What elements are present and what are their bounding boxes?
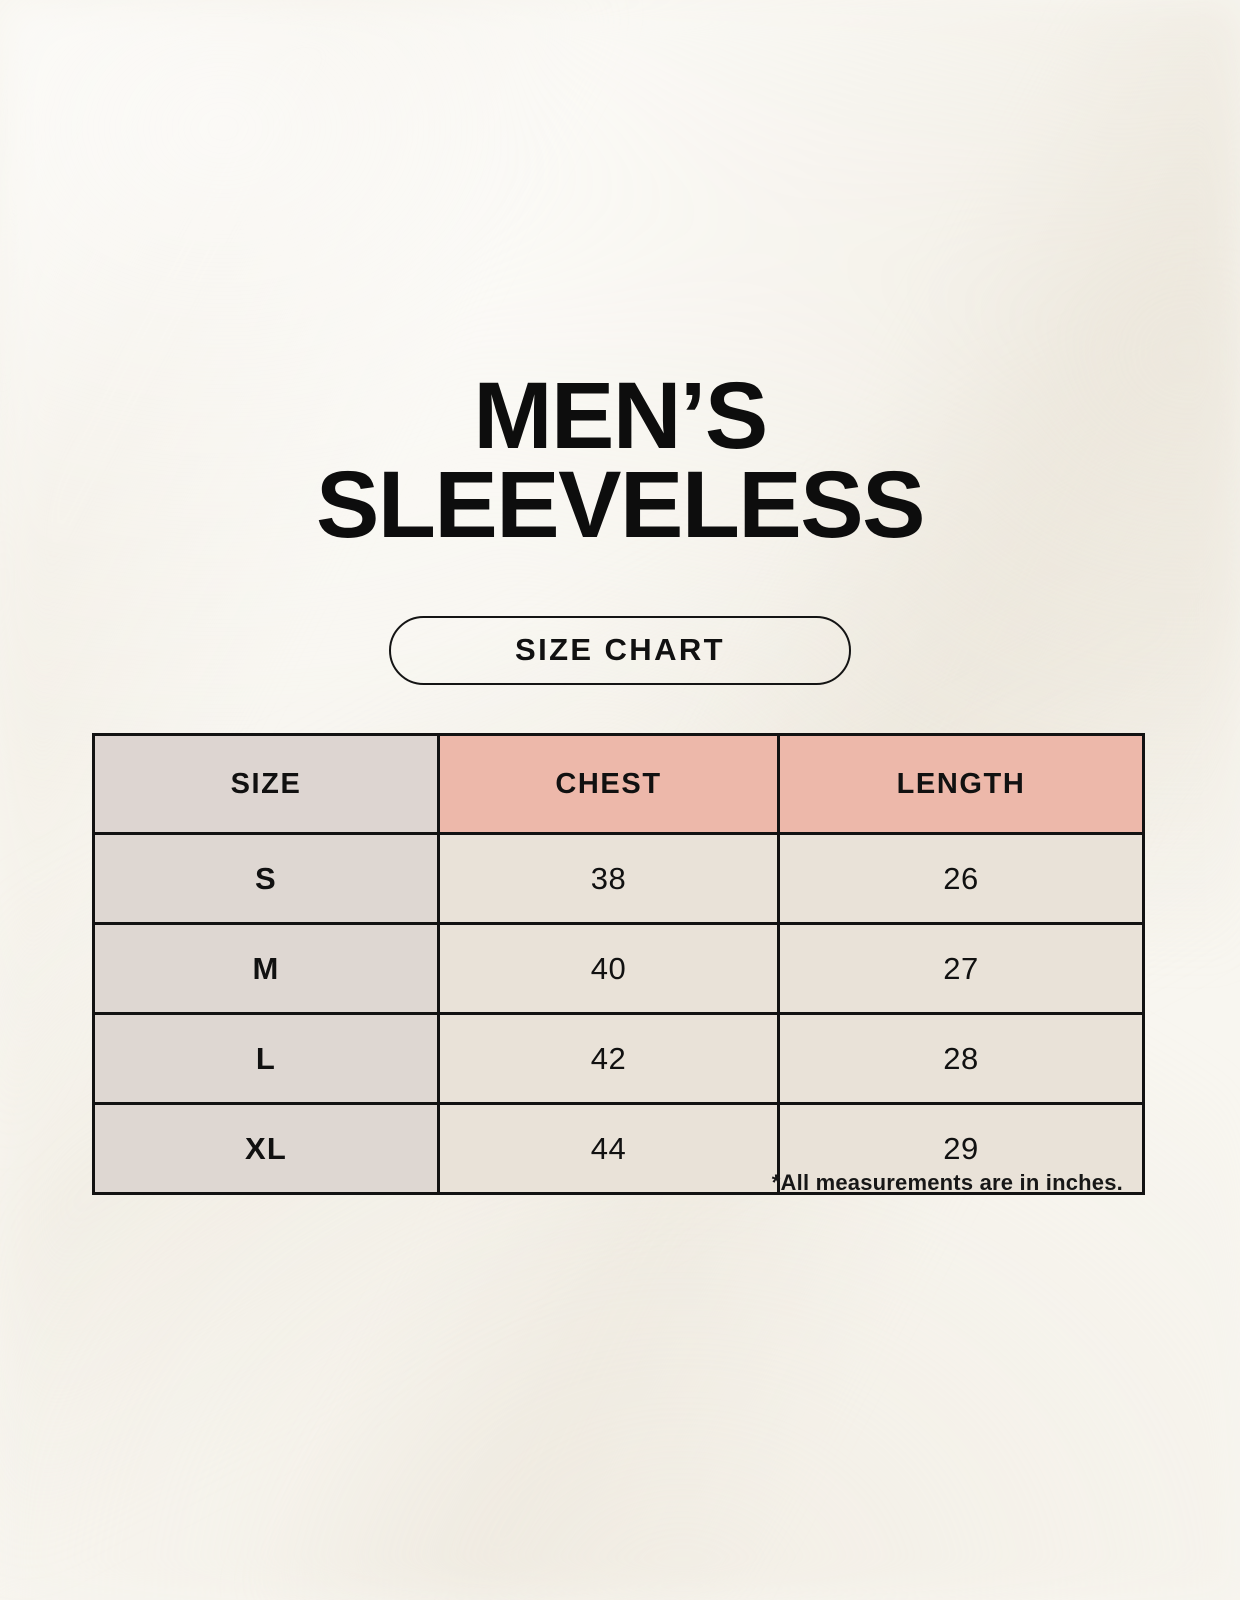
table-header: SIZE CHEST LENGTH (92, 733, 1145, 835)
cell-chest: 38 (437, 832, 780, 925)
size-chart-badge: SIZE CHART (389, 616, 851, 685)
size-chart-table: SIZE CHEST LENGTH S 38 26 M 40 27 L 42 2… (92, 733, 1145, 1195)
cell-length: 28 (777, 1012, 1145, 1105)
table-row: M 40 27 (92, 922, 1145, 1015)
column-header-size: SIZE (92, 733, 440, 835)
cell-size: M (92, 922, 440, 1015)
cell-size: L (92, 1012, 440, 1105)
cell-length: 29 (777, 1102, 1145, 1195)
cell-chest: 42 (437, 1012, 780, 1105)
column-header-chest: CHEST (437, 733, 780, 835)
page-title-line-1: MEN’S (473, 363, 768, 469)
cell-chest: 44 (437, 1102, 780, 1195)
cell-length: 27 (777, 922, 1145, 1015)
cell-length: 26 (777, 832, 1145, 925)
page-title-line-2: SLEEVELESS (316, 452, 925, 558)
cell-chest: 40 (437, 922, 780, 1015)
measurement-footnote: *All measurements are in inches. (771, 1170, 1123, 1195)
table-row: S 38 26 (92, 832, 1145, 925)
page-title: MEN’S SLEEVELESS (0, 363, 1240, 558)
size-chart-badge-wrap: SIZE CHART (0, 616, 1240, 685)
table-body: S 38 26 M 40 27 L 42 28 XL 44 29 (92, 832, 1145, 1195)
cell-size: XL (92, 1102, 440, 1195)
column-header-length: LENGTH (777, 733, 1145, 835)
table-row: L 42 28 (92, 1012, 1145, 1105)
table-header-row: SIZE CHEST LENGTH (92, 733, 1145, 835)
table-row: XL 44 29 (92, 1102, 1145, 1195)
cell-size: S (92, 832, 440, 925)
